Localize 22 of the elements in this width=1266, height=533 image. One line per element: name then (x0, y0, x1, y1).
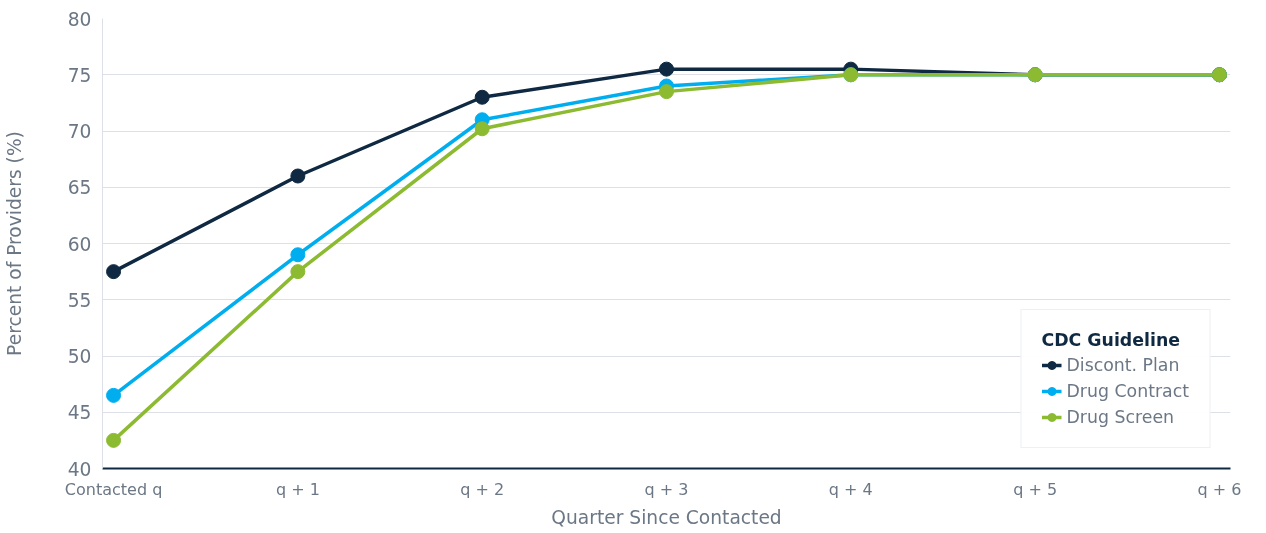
y-tick-label: 50 (67, 346, 92, 367)
legend-title: CDC Guideline (1041, 330, 1181, 350)
y-tick-label: 40 (67, 458, 92, 480)
legend-label: Drug Contract (1066, 381, 1189, 401)
y-tick-label: 70 (67, 121, 92, 142)
y-axis-title: Percent of Providers (%) (3, 131, 25, 356)
y-tick-label: 60 (67, 233, 92, 255)
y-tick-label: 65 (67, 177, 92, 199)
legend-label: Discont. Plan (1066, 355, 1180, 375)
x-tick-label: Contacted q (64, 479, 163, 499)
x-tick-label: q + 3 (644, 479, 689, 499)
y-tick-label: 55 (67, 289, 92, 311)
y-tick-label: 75 (67, 64, 92, 86)
y-tick-label: 45 (67, 402, 92, 424)
x-tick-label: q + 5 (1013, 479, 1058, 499)
x-tick-label: q + 6 (1197, 479, 1242, 499)
y-tick-label: 80 (67, 8, 92, 30)
x-tick-label: q + 2 (460, 479, 505, 499)
x-tick-label: q + 4 (828, 479, 873, 499)
x-axis-title: Quarter Since Contacted (551, 506, 782, 528)
legend-label: Drug Screen (1066, 407, 1175, 427)
x-tick-label: q + 1 (275, 479, 320, 499)
